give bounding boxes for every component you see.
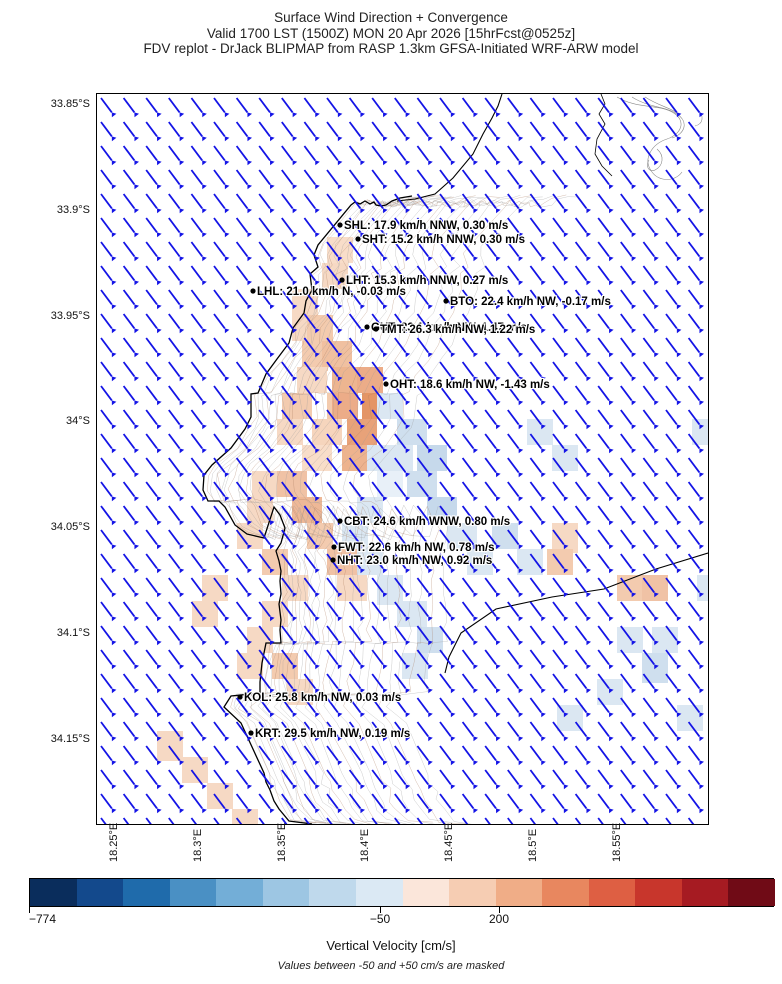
svg-text:KRT: 29.5 km/h NW, 0.19 m/s: KRT: 29.5 km/h NW, 0.19 m/s <box>255 728 410 740</box>
svg-text:LHL: 21.0 km/h N, -0.03 m/s: LHL: 21.0 km/h N, -0.03 m/s <box>257 286 406 298</box>
svg-text:TMT: 26.3 km/h NW, 1.22 m/s: TMT: 26.3 km/h NW, 1.22 m/s <box>380 324 535 336</box>
svg-text:SHT: 15.2 km/h NNW, 0.30 m/s: SHT: 15.2 km/h NNW, 0.30 m/s <box>362 234 525 246</box>
svg-text:SHL: 17.9 km/h NNW, 0.30 m/s: SHL: 17.9 km/h NNW, 0.30 m/s <box>344 220 508 232</box>
svg-text:NHT: 23.0 km/h NW, 0.92 m/s: NHT: 23.0 km/h NW, 0.92 m/s <box>337 555 492 567</box>
svg-text:KOL: 25.8 km/h NW, 0.03 m/s: KOL: 25.8 km/h NW, 0.03 m/s <box>244 692 401 704</box>
svg-text:FWT: 22.6 km/h NW, 0.78 m/s: FWT: 22.6 km/h NW, 0.78 m/s <box>338 542 495 554</box>
svg-text:CBT: 24.6 km/h WNW, 0.80 m/s: CBT: 24.6 km/h WNW, 0.80 m/s <box>344 516 510 528</box>
svg-text:OHT: 18.6 km/h NW, -1.43 m/s: OHT: 18.6 km/h NW, -1.43 m/s <box>390 379 550 391</box>
svg-text:BTO: 22.4 km/h NW, -0.17 m/s: BTO: 22.4 km/h NW, -0.17 m/s <box>450 296 611 308</box>
